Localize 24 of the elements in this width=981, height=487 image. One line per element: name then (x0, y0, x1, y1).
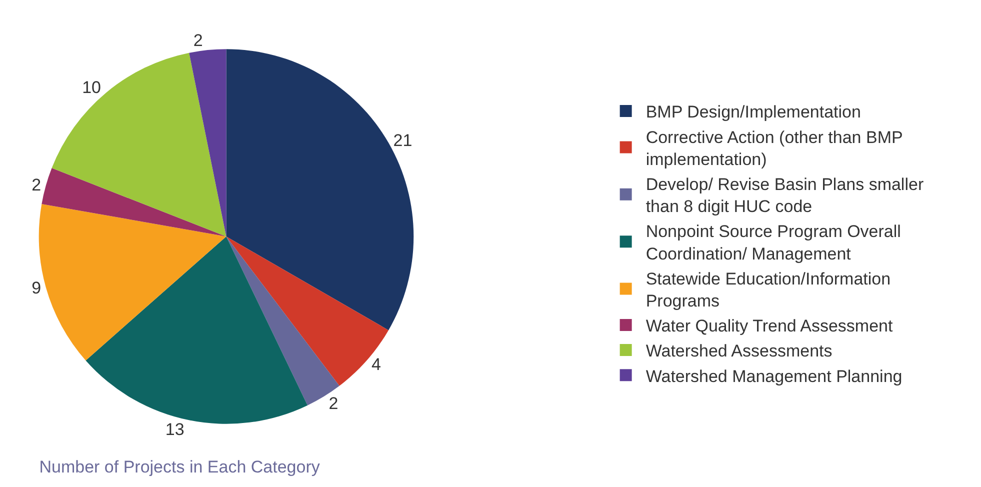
data-label: 2 (193, 31, 203, 50)
data-label: 9 (32, 278, 42, 298)
legend-label: Nonpoint Source Program Overall Coordination/ Management (646, 222, 901, 264)
pie-slice (42, 168, 226, 236)
legend-label: Watershed Management Planning (646, 366, 902, 386)
pie-slice (189, 49, 226, 236)
data-label: 2 (328, 394, 338, 413)
pie-slice (86, 236, 308, 424)
pie-slice (52, 52, 226, 236)
pie-slice (226, 236, 389, 386)
legend-label: Develop/ Revise Basin Plans smaller than 8 digit HUC code (646, 174, 924, 216)
pie-slice (226, 49, 414, 330)
legend-label: BMP Design/Implementation (646, 102, 861, 122)
pie-slice (39, 204, 226, 360)
data-label: 21 (393, 130, 412, 150)
legend-label: Watershed Assessments (646, 342, 832, 361)
legend-label: Water Quality Trend Assessment (646, 316, 894, 336)
data-label: 2 (32, 176, 42, 195)
data-label: 10 (82, 78, 102, 97)
data-label: 4 (371, 355, 381, 374)
legend-label: Corrective Action (other than BMP implementation) (646, 128, 903, 169)
data-label: 13 (165, 420, 184, 439)
legend-label: Statewide Education/Information Programs (646, 269, 891, 310)
text: Number of Projects in Each Category (39, 457, 320, 476)
